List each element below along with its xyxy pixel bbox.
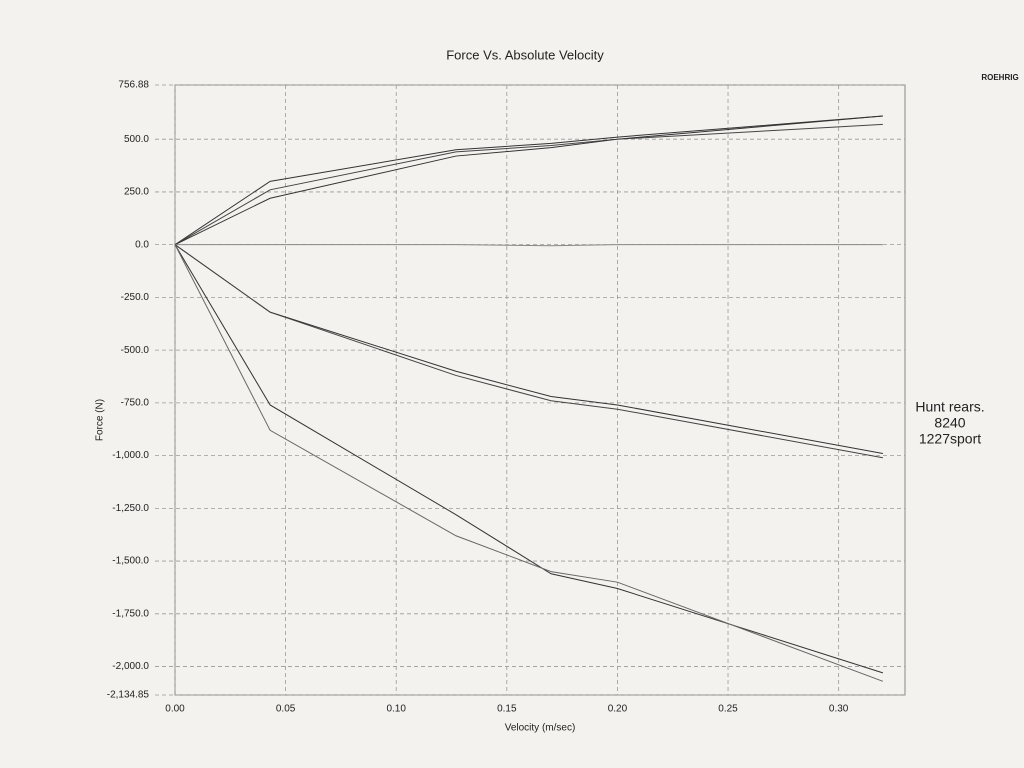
y-tick-label: -500.0	[121, 345, 150, 356]
y-tick-label: 0.0	[135, 239, 149, 250]
y-tick-label: -1,250.0	[112, 503, 149, 514]
y-axis-label: Force (N)	[95, 399, 106, 441]
annotation: Hunt rears.	[915, 399, 984, 415]
y-tick-label: -1,500.0	[112, 556, 149, 567]
logo: ROEHRIG	[981, 73, 1018, 82]
x-tick-label: 0.25	[718, 704, 738, 715]
x-axis-label: Velocity (m/sec)	[505, 723, 576, 734]
x-tick-label: 0.30	[829, 704, 849, 715]
y-tick-label: 500.0	[124, 134, 149, 145]
y-tick-label: -2,134.85	[107, 690, 150, 701]
series-line	[174, 244, 883, 459]
x-tick-label: 0.05	[276, 704, 296, 715]
y-tick-label: -250.0	[121, 292, 150, 303]
annotation: 1227sport	[919, 431, 981, 447]
series-line	[175, 244, 883, 247]
series-line	[174, 115, 883, 246]
series-line	[174, 115, 883, 246]
x-tick-label: 0.10	[386, 704, 406, 715]
x-tick-label: 0.15	[497, 704, 517, 715]
x-tick-label: 0.20	[608, 704, 628, 715]
annotation: 8240	[934, 415, 965, 431]
y-tick-label: -1,750.0	[112, 608, 149, 619]
y-tick-label: -750.0	[121, 398, 150, 409]
series-line	[174, 244, 884, 682]
y-tick-label: -1,000.0	[112, 450, 149, 461]
chart-title: Force Vs. Absolute Velocity	[446, 47, 604, 62]
x-tick-label: 0.00	[165, 704, 185, 715]
series-line	[174, 123, 883, 246]
y-tick-label: -2,000.0	[112, 661, 149, 672]
y-tick-label: 250.0	[124, 187, 149, 198]
series-line	[174, 244, 884, 674]
y-tick-label: 756.88	[118, 80, 149, 91]
